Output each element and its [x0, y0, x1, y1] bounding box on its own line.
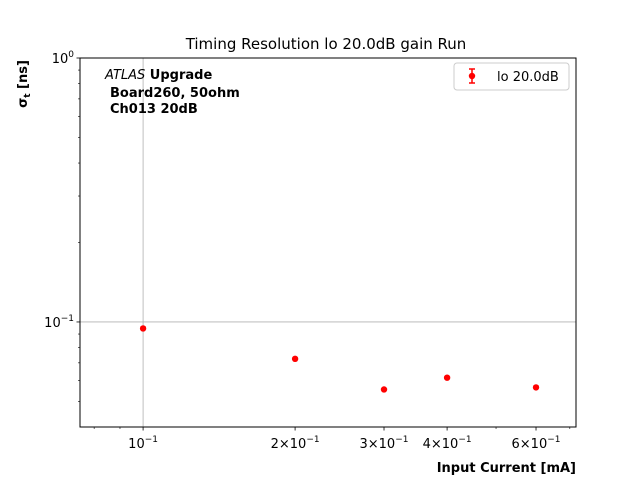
gridlines — [80, 58, 576, 427]
x-tick-label: 2×10−1 — [271, 435, 320, 452]
y-axis-label: σt [ns] — [16, 60, 33, 108]
x-tick-base: 3×10 — [360, 437, 396, 452]
axes-background — [80, 58, 576, 427]
x-tick-base: 2×10 — [271, 437, 307, 452]
y-axis-label-symbol: σ — [16, 98, 31, 108]
data-point — [380, 386, 388, 393]
x-tick-exponent: −1 — [145, 435, 158, 445]
x-tick-label: 10−1 — [128, 435, 158, 452]
data-point — [443, 374, 451, 381]
annotation-atlas: ATLAS — [104, 68, 145, 83]
chart-title: Timing Resolution lo 20.0dB gain Run — [185, 35, 467, 53]
x-tick-label: 4×10−1 — [423, 435, 472, 452]
axes-frame — [79, 57, 577, 428]
x-tick-exponent: −1 — [306, 435, 319, 445]
atlas-annotation: ATLAS Upgrade Board260, 50ohm Ch013 20dB — [104, 68, 240, 117]
x-tick-exponent: −1 — [395, 435, 408, 445]
y-tick-label: 100 — [52, 50, 75, 67]
annotation-board: Board260, 50ohm — [110, 86, 240, 101]
data-series — [139, 325, 540, 393]
x-tick-exponent: −1 — [547, 435, 560, 445]
y-axis-label-unit: [ns] — [16, 60, 31, 93]
data-point — [532, 384, 540, 391]
legend-box — [453, 62, 570, 91]
y-tick-label: 10−1 — [44, 314, 74, 331]
annotation-upgrade: Upgrade — [145, 68, 212, 83]
y-axis-label-subscript: t — [23, 93, 33, 98]
y-tick-exponent: 0 — [68, 50, 74, 60]
data-point — [291, 355, 299, 363]
x-tick-label: 3×10−1 — [360, 435, 409, 452]
x-axis-label: Input Current [mA] — [437, 461, 576, 476]
legend: lo 20.0dB — [453, 62, 570, 91]
x-tick-label: 6×10−1 — [512, 435, 561, 452]
legend-label: lo 20.0dB — [497, 70, 559, 85]
x-tick-base: 6×10 — [512, 437, 548, 452]
x-tick-exponent: −1 — [458, 435, 471, 445]
y-tick-base: 10 — [44, 316, 61, 331]
y-tick-exponent: −1 — [61, 314, 74, 324]
legend-marker-icon — [468, 72, 476, 80]
annotation-channel: Ch013 20dB — [110, 102, 198, 117]
x-tick-base: 10 — [128, 437, 145, 452]
y-tick-base: 10 — [52, 52, 69, 67]
data-point — [139, 325, 147, 332]
x-tick-base: 4×10 — [423, 437, 459, 452]
svg-text:ATLAS Upgrade: ATLAS Upgrade — [104, 68, 212, 83]
